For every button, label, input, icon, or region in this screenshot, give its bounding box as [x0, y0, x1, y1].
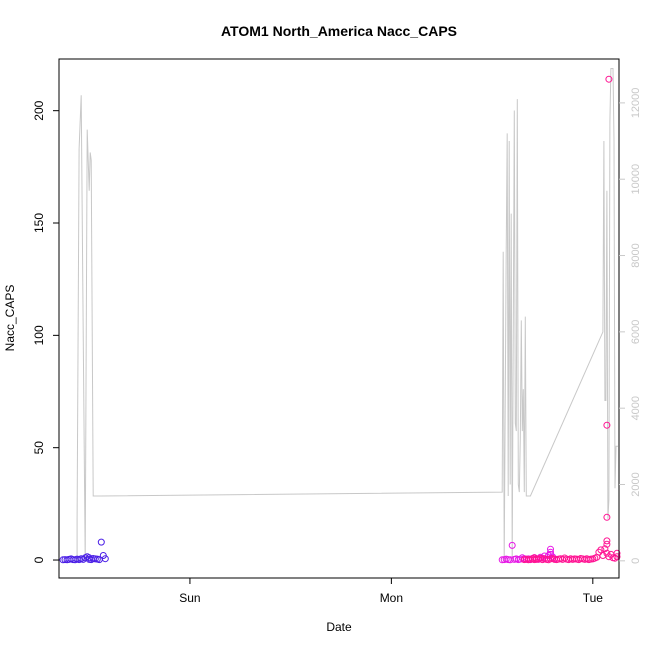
data-point — [101, 555, 109, 563]
axes: Sun Mon Tue0501001502000200040006000800010… — [32, 58, 642, 605]
y2-tick-label: 4000 — [630, 396, 642, 420]
x-tick-label: Mon — [380, 591, 403, 605]
y-tick-label: 200 — [32, 100, 46, 120]
data-point — [603, 549, 611, 557]
data-point — [603, 421, 611, 429]
series-magenta — [498, 541, 558, 564]
y2-tick-label: 8000 — [630, 243, 642, 267]
series-pink — [520, 75, 621, 564]
data-point — [603, 513, 611, 521]
y-tick-label: 150 — [32, 213, 46, 233]
data-point — [603, 537, 611, 545]
data-point — [547, 548, 554, 556]
y-tick-label: 100 — [32, 325, 46, 345]
y-axis-title: Nacc_CAPS — [3, 285, 17, 352]
plot-frame — [58, 58, 620, 579]
data-point — [508, 541, 516, 549]
plot-area — [59, 68, 621, 564]
y2-tick-label: 2000 — [630, 472, 642, 496]
data-point — [603, 540, 611, 548]
y2-tick-label: 12000 — [630, 88, 642, 119]
data-point — [613, 553, 621, 561]
data-point — [601, 545, 609, 553]
x-tick-label: Sun — [179, 591, 200, 605]
line-series — [76, 68, 618, 561]
x-tick-label: Tue — [583, 591, 604, 605]
data-point — [547, 545, 554, 553]
data-point — [613, 549, 621, 557]
chart-title: ATOM1 North_America Nacc_CAPS — [221, 23, 457, 39]
y-tick-label: 0 — [32, 556, 46, 563]
series-blue — [59, 538, 109, 564]
data-point — [97, 538, 105, 546]
x-axis-title: Date — [326, 620, 352, 634]
y2-tick-label: 6000 — [630, 320, 642, 344]
y2-tick-label: 10000 — [630, 164, 642, 195]
y-tick-label: 50 — [32, 441, 46, 455]
y2-tick-label: 0 — [630, 558, 642, 564]
data-point — [605, 75, 613, 83]
